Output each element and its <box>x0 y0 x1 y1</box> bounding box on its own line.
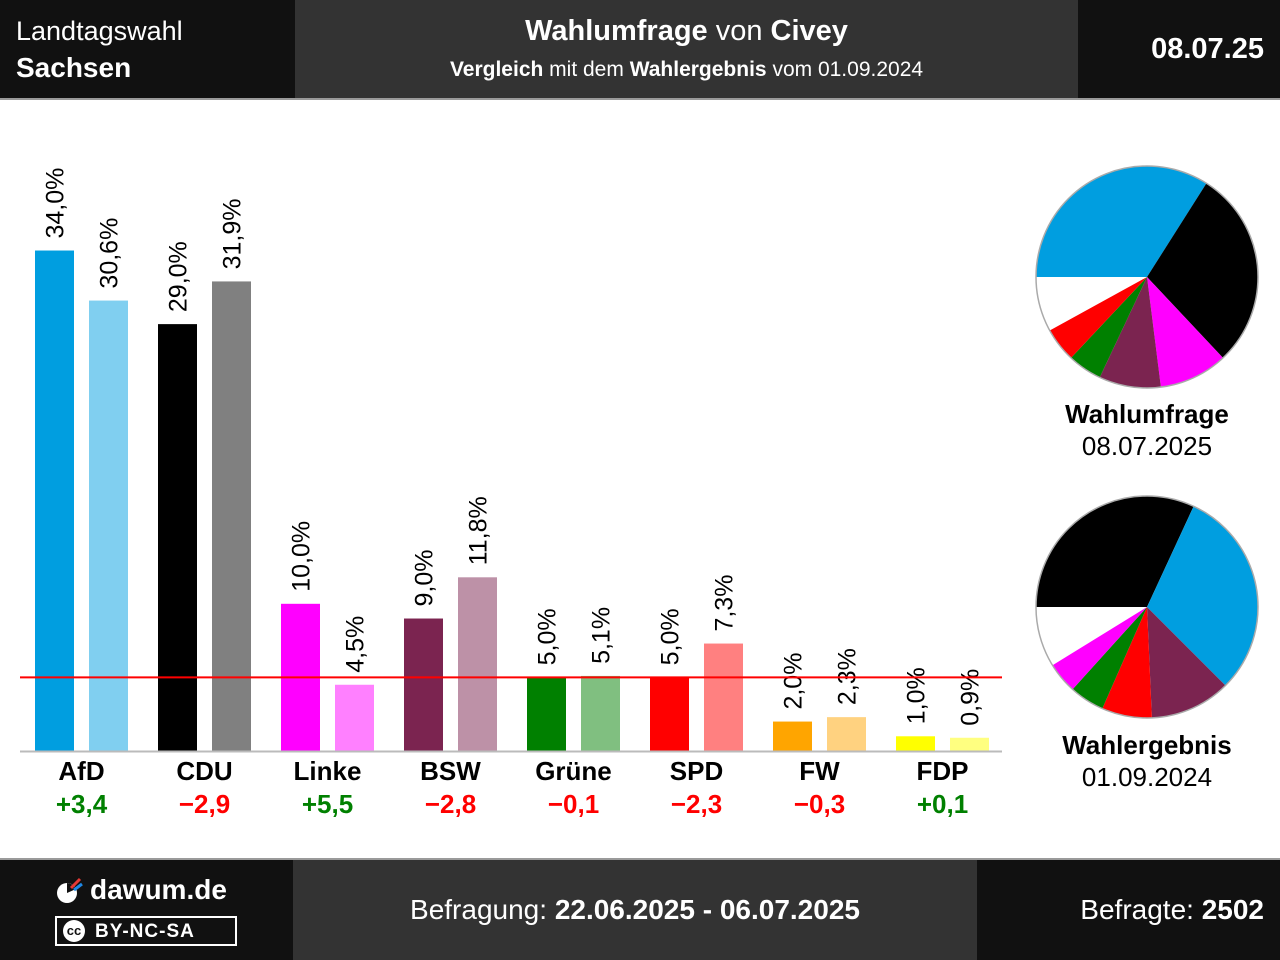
pie-outline <box>1035 495 1259 719</box>
pie-slice-linke <box>1052 607 1147 690</box>
category-label-grüne: Grüne <box>535 756 612 786</box>
change-label-spd: −2,3 <box>671 789 722 819</box>
brand-name[interactable]: dawum.de <box>90 874 227 905</box>
respondents: Befragte: 2502 <box>1080 894 1264 925</box>
category-label-fw: FW <box>799 756 840 786</box>
pie-chart-poll <box>1035 165 1259 389</box>
value-label-result-cdu: 31,9% <box>219 199 247 270</box>
pie-slice-grüne <box>1072 607 1147 709</box>
footer-brand-panel: dawum.de cc BY-NC-SA <box>0 860 293 960</box>
bar-result-fw <box>827 717 866 751</box>
bar-result-linke <box>335 684 374 751</box>
pie-slice-bsw <box>1099 277 1161 388</box>
bar-result-cdu <box>212 281 251 751</box>
page-title: Wahlumfrage von Civey <box>525 15 848 47</box>
bar-poll-spd <box>650 677 689 751</box>
change-label-linke: +5,5 <box>302 789 353 819</box>
value-label-result-grüne: 5,1% <box>588 607 616 664</box>
footer: dawum.de cc BY-NC-SA Befragung: 22.06.20… <box>0 860 1280 960</box>
region-name: Sachsen <box>16 52 132 83</box>
pie-slice-grüne <box>1071 277 1147 378</box>
category-label-linke: Linke <box>294 756 362 786</box>
pie-poll-date: 08.07.2025 <box>1081 431 1213 461</box>
category-label-spd: SPD <box>670 756 723 786</box>
value-label-poll-spd: 5,0% <box>657 608 685 665</box>
change-label-afd: +3,4 <box>56 789 108 819</box>
pie-slice-spd <box>1102 607 1152 718</box>
bar-poll-cdu <box>158 324 197 751</box>
license-badge[interactable]: cc BY-NC-SA <box>55 916 237 946</box>
bar-result-spd <box>704 643 743 751</box>
category-label-bsw: BSW <box>420 756 481 786</box>
header-region-panel: Landtagswahl Sachsen <box>0 0 295 98</box>
footer-divider <box>0 858 1280 861</box>
page-subtitle: Vergleich mit dem Wahlergebnis vom 01.09… <box>449 58 924 81</box>
value-label-poll-fdp: 1,0% <box>903 667 931 724</box>
pie-result-date: 01.09.2024 <box>1081 762 1213 792</box>
header: Landtagswahl Sachsen Wahlumfrage von Civ… <box>0 0 1280 98</box>
pie-poll-caption: Wahlumfrage 08.07.2025 <box>1017 398 1277 462</box>
bar-result-fdp <box>950 737 989 751</box>
value-label-poll-afd: 34,0% <box>42 168 70 239</box>
pie-outline <box>1035 165 1259 389</box>
pie-result-caption: Wahlergebnis 01.09.2024 <box>1017 729 1277 793</box>
cc-icon: cc <box>63 920 85 942</box>
change-label-grüne: −0,1 <box>548 789 599 819</box>
footer-respondents-panel: Befragte: 2502 <box>977 860 1280 960</box>
header-divider <box>0 98 1280 100</box>
value-label-result-linke: 4,5% <box>342 616 370 673</box>
header-date: 08.07.25 <box>1151 33 1264 65</box>
value-label-poll-bsw: 9,0% <box>411 550 439 607</box>
pie-slice-cdu <box>1147 183 1258 358</box>
bar-result-grüne <box>581 675 620 751</box>
bar-result-bsw <box>458 577 497 751</box>
pie-slice-cdu <box>1036 495 1194 607</box>
category-label-afd: AfD <box>58 756 104 786</box>
bar-result-afd <box>89 300 128 751</box>
license-text: BY-NC-SA <box>95 921 195 942</box>
dawum-logo-icon <box>57 877 83 903</box>
survey-period: Befragung: 22.06.2025 - 06.07.2025 <box>410 894 860 925</box>
pie-slice-spd <box>1049 277 1147 358</box>
value-label-poll-linke: 10,0% <box>288 521 316 592</box>
bar-poll-fw <box>773 721 812 751</box>
header-date-panel: 08.07.25 <box>1078 0 1280 98</box>
value-label-result-afd: 30,6% <box>96 218 124 289</box>
bar-poll-afd <box>35 250 74 751</box>
pie-chart-result <box>1035 495 1259 719</box>
bar-poll-fdp <box>896 736 935 751</box>
pie-slice-afd <box>1147 506 1258 686</box>
value-label-poll-fw: 2,0% <box>780 653 808 710</box>
value-label-result-bsw: 11,8% <box>465 496 493 565</box>
value-label-poll-cdu: 29,0% <box>165 241 193 312</box>
bar-poll-bsw <box>404 618 443 751</box>
change-label-fw: −0,3 <box>794 789 845 819</box>
category-label-cdu: CDU <box>176 756 232 786</box>
pie-result-label: Wahlergebnis <box>1062 730 1232 760</box>
pie-slice-linke <box>1147 277 1223 388</box>
region-label: Landtagswahl <box>16 16 183 46</box>
category-label-fdp: FDP <box>917 756 969 786</box>
change-label-cdu: −2,9 <box>179 789 230 819</box>
change-label-bsw: −2,8 <box>425 789 476 819</box>
pie-slice-afd <box>1036 165 1207 277</box>
pie-poll-label: Wahlumfrage <box>1065 399 1229 429</box>
value-label-result-spd: 7,3% <box>711 575 739 632</box>
bar-poll-grüne <box>527 677 566 751</box>
bar-chart: 34,0% 30,6% AfD+3,4 29,0% 31,9% CDU−2,9 10,0% 4… <box>20 168 1002 819</box>
value-label-poll-grüne: 5,0% <box>534 608 562 665</box>
change-label-fdp: +0,1 <box>917 789 968 819</box>
pie-slice-bsw <box>1147 607 1226 718</box>
